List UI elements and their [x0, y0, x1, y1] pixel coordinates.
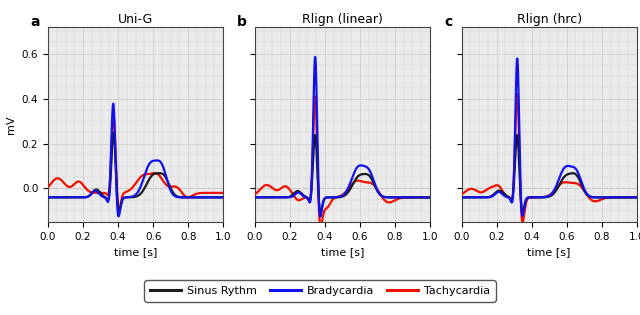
- Text: b: b: [237, 15, 247, 29]
- Title: Uni-G: Uni-G: [118, 13, 153, 26]
- Title: Rlign (linear): Rlign (linear): [302, 13, 383, 26]
- Text: c: c: [444, 15, 452, 29]
- Y-axis label: mV: mV: [6, 115, 16, 134]
- X-axis label: time [s]: time [s]: [527, 247, 571, 257]
- Text: a: a: [31, 15, 40, 29]
- Title: Rlign (hrc): Rlign (hrc): [516, 13, 582, 26]
- X-axis label: time [s]: time [s]: [321, 247, 364, 257]
- X-axis label: time [s]: time [s]: [114, 247, 157, 257]
- Legend: Sinus Rythm, Bradycardia, Tachycardia: Sinus Rythm, Bradycardia, Tachycardia: [145, 280, 495, 301]
